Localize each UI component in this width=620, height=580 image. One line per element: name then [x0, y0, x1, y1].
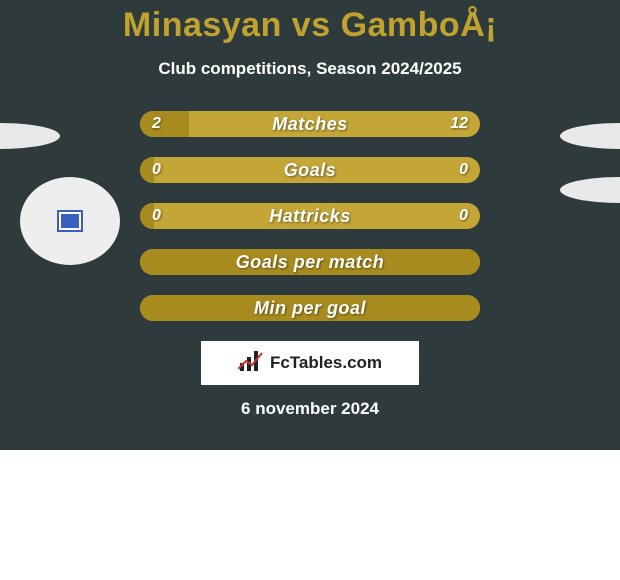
comparison-card: Minasyan vs GamboÅ¡ Club competitions, S… [0, 0, 620, 450]
stat-bar: Min per goal [140, 295, 480, 321]
source-logo: FcTables.com [201, 341, 419, 385]
team-badge-left [20, 177, 120, 265]
bar-label: Goals per match [140, 249, 480, 275]
stat-bar: 00Goals [140, 157, 480, 183]
bar-label: Hattricks [140, 203, 480, 229]
bars-icon [238, 351, 264, 376]
stat-bars: 212Matches 00Goals 00Hattricks Goals per ma… [140, 111, 480, 321]
date-line: 6 november 2024 [0, 399, 620, 419]
stat-bar: 00Hattricks [140, 203, 480, 229]
bar-label: Matches [140, 111, 480, 137]
bar-label: Min per goal [140, 295, 480, 321]
stat-bar: 212Matches [140, 111, 480, 137]
decor-oval-right-2 [560, 177, 620, 203]
subtitle: Club competitions, Season 2024/2025 [0, 59, 620, 79]
stat-bar: Goals per match [140, 249, 480, 275]
page-title: Minasyan vs GamboÅ¡ [0, 0, 620, 45]
logo-text: FcTables.com [270, 353, 382, 373]
bar-label: Goals [140, 157, 480, 183]
shield-icon [59, 212, 81, 230]
decor-oval-top-left [0, 123, 60, 149]
decor-oval-top-right [560, 123, 620, 149]
